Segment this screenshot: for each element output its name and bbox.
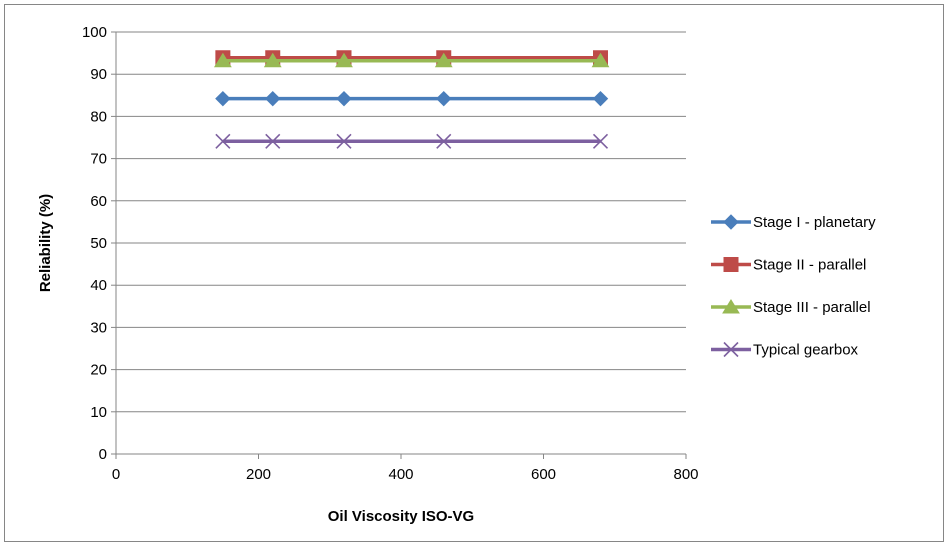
- series-layer: [213, 50, 610, 149]
- data-point-stage-i-planetary: [215, 90, 231, 107]
- data-point-typical-gearbox-stroke-b: [215, 133, 231, 149]
- legend-marker-typical-gearbox: [723, 341, 739, 358]
- data-point-typical-gearbox: [215, 133, 231, 149]
- data-point-typical-gearbox: [265, 133, 281, 149]
- y-tick-label: 40: [90, 277, 107, 294]
- legend-item-stage-iii-parallel: Stage III - parallel: [711, 299, 871, 316]
- data-point-stage-iii-parallel: [434, 52, 453, 68]
- legend-label-typical-gearbox: Typical gearbox: [753, 342, 859, 359]
- legend-marker-typical-gearbox-stroke-b: [723, 341, 739, 358]
- y-tick-label: 100: [82, 24, 107, 41]
- y-axis-title: Reliability (%): [37, 194, 54, 292]
- y-tick-label: 20: [90, 362, 107, 379]
- data-point-stage-i-planetary: [265, 90, 281, 107]
- y-tick-label: 0: [99, 446, 107, 463]
- data-point-stage-i-planetary: [336, 90, 352, 107]
- x-tick-label: 200: [246, 466, 271, 483]
- data-point-typical-gearbox: [336, 133, 352, 149]
- legend-marker-stage-iii-parallel: [722, 299, 740, 314]
- y-tick-label: 80: [90, 108, 107, 125]
- legend-label-stage-i-planetary: Stage I - planetary: [753, 214, 876, 231]
- legend-item-stage-i-planetary: Stage I - planetary: [711, 214, 876, 231]
- x-tick-label: 0: [112, 466, 120, 483]
- x-tick-label: 400: [388, 466, 413, 483]
- gridlines: [116, 31, 686, 413]
- y-tick-label: 60: [90, 193, 107, 210]
- data-point-typical-gearbox: [436, 133, 452, 149]
- x-axis-title: Oil Viscosity ISO-VG: [328, 508, 474, 525]
- y-tick-label: 70: [90, 151, 107, 168]
- data-point-stage-i-planetary: [436, 90, 452, 107]
- y-tick-label: 90: [90, 66, 107, 83]
- legend-item-stage-ii-parallel: Stage II - parallel: [711, 257, 866, 274]
- axes: 0 10 20 30 40 50 60 70 80 90 100 0 200 400 600 800: [82, 24, 699, 483]
- data-point-typical-gearbox-stroke-b: [592, 133, 609, 149]
- data-point-stage-iii-parallel: [263, 52, 282, 68]
- data-point-typical-gearbox: [592, 133, 609, 149]
- chart-border: [4, 4, 944, 542]
- data-point-typical-gearbox-stroke-b: [265, 133, 281, 149]
- data-point-stage-i-planetary: [592, 90, 609, 107]
- data-point-stage-iii-parallel: [591, 52, 610, 68]
- y-tick-label: 10: [90, 404, 107, 421]
- y-tick-label: 50: [90, 235, 107, 252]
- legend-marker-stage-ii-parallel: [723, 257, 739, 272]
- series-typical-gearbox: [215, 133, 609, 149]
- y-tick-label: 30: [90, 319, 107, 336]
- data-point-typical-gearbox-stroke-b: [436, 133, 452, 149]
- x-tick-label: 600: [531, 466, 556, 483]
- legend-item-typical-gearbox: Typical gearbox: [711, 342, 859, 359]
- legend-marker-stage-i-planetary: [723, 214, 739, 230]
- series-stage-i-planetary: [215, 90, 609, 107]
- legend-label-stage-iii-parallel: Stage III - parallel: [753, 299, 871, 316]
- legend-label-stage-ii-parallel: Stage II - parallel: [753, 257, 866, 274]
- series-stage-iii-parallel: [213, 52, 610, 68]
- data-point-stage-iii-parallel: [335, 52, 353, 68]
- data-point-stage-iii-parallel: [213, 52, 232, 68]
- x-tick-label: 800: [673, 466, 698, 483]
- data-point-typical-gearbox-stroke-b: [336, 133, 352, 149]
- legend: Stage I - planetary Stage II - parallel St…: [711, 214, 876, 359]
